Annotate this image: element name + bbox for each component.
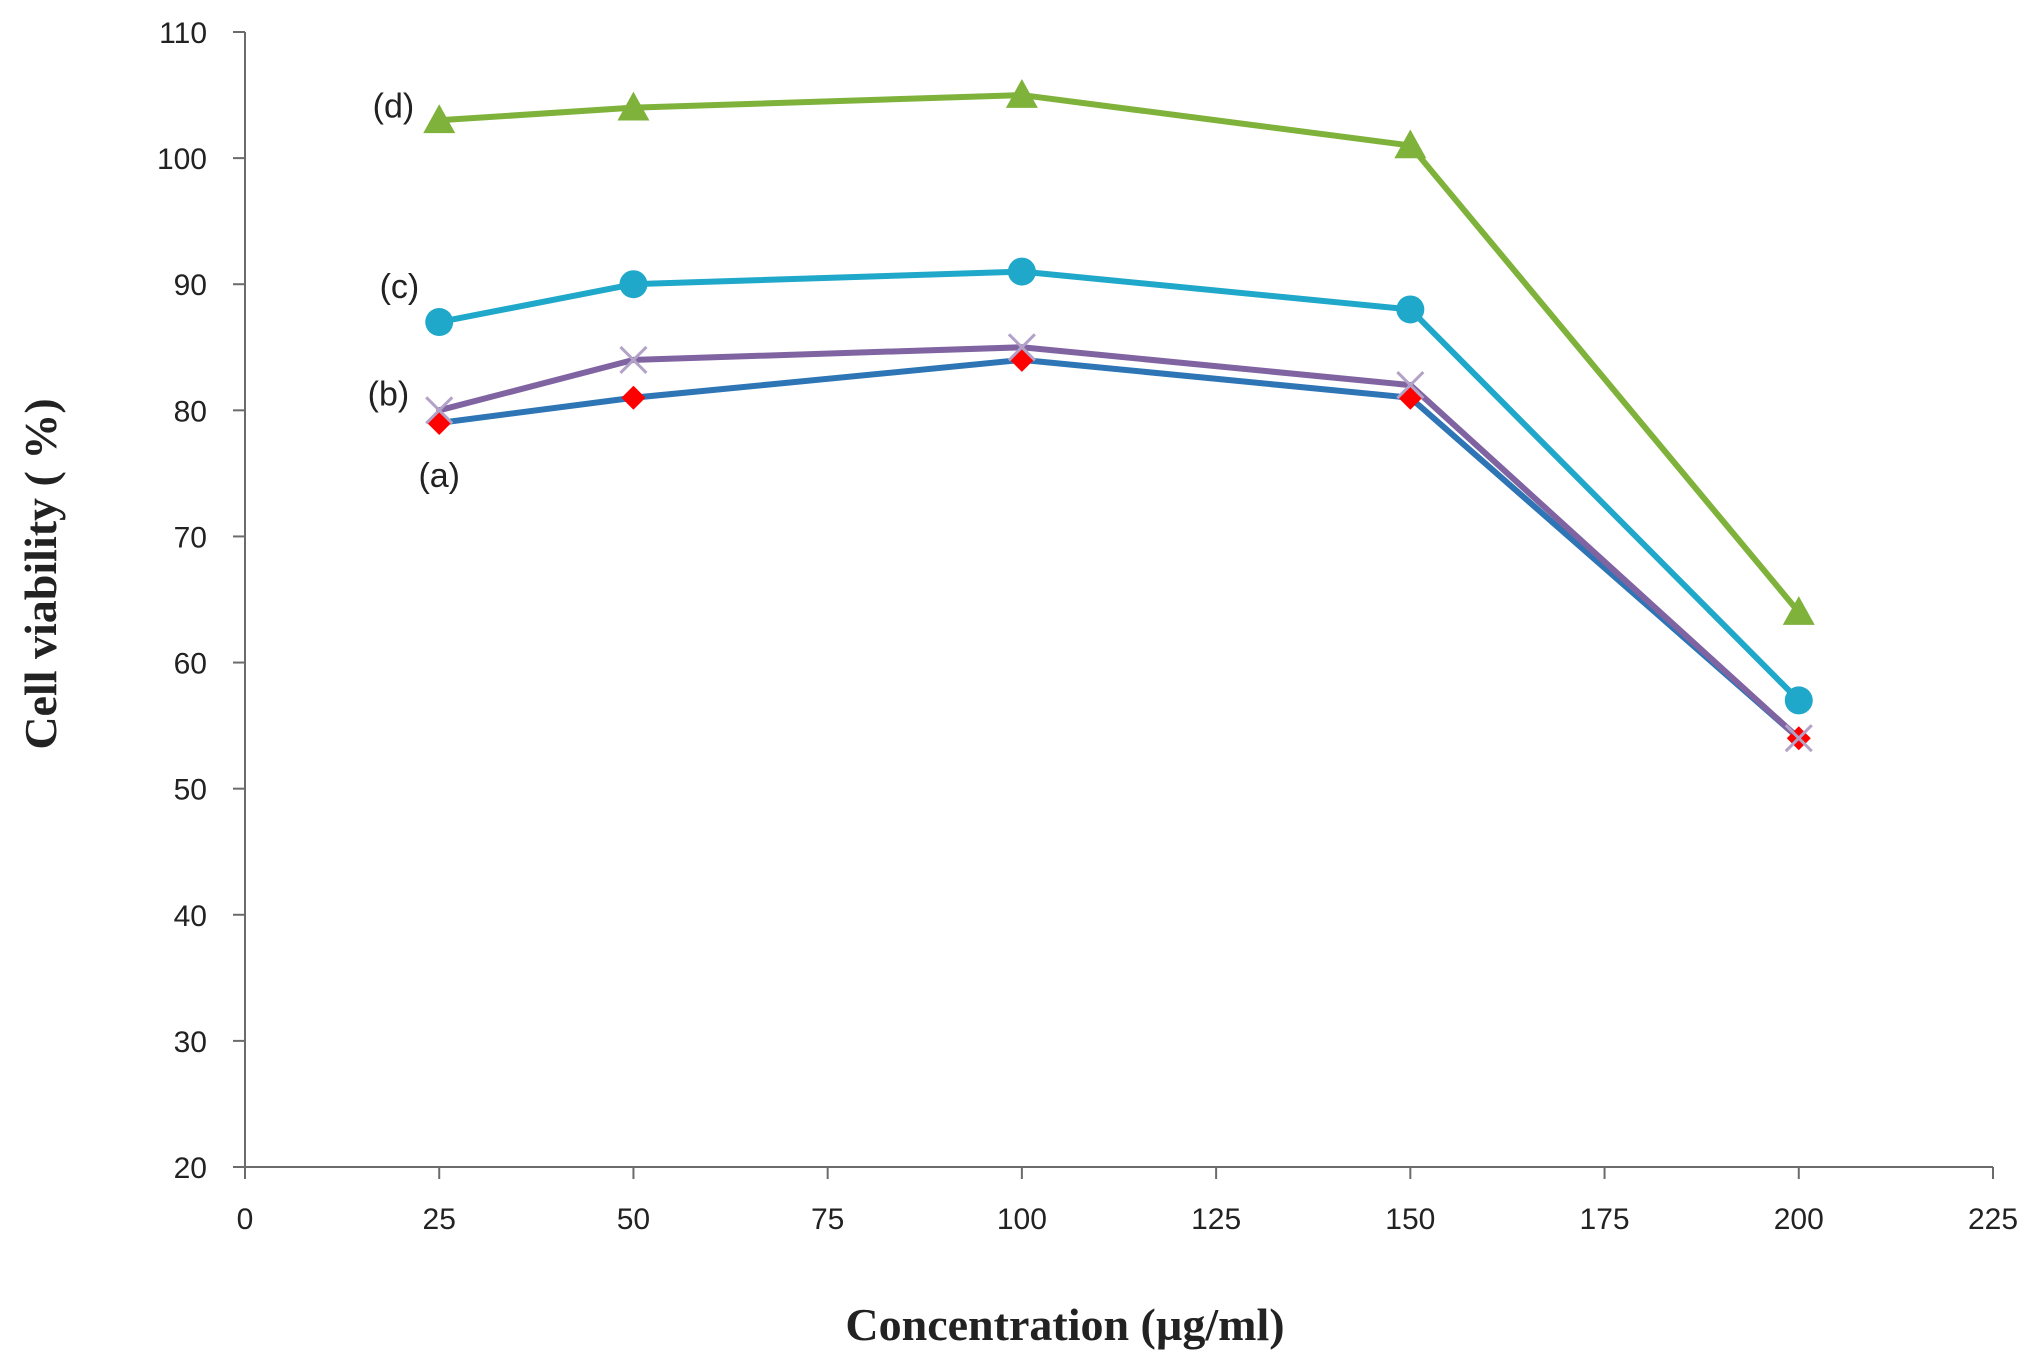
- series-label-4: (d): [373, 87, 415, 125]
- x-tick-label: 0: [237, 1203, 254, 1236]
- data-point-2: [425, 396, 454, 425]
- data-point-2: [619, 345, 648, 374]
- series-label-1: (a): [418, 457, 460, 495]
- data-point-3: [425, 308, 454, 337]
- data-point-3: [1396, 295, 1425, 324]
- data-point-4: [1005, 79, 1038, 108]
- series-layer: [423, 79, 1815, 753]
- y-tick-label: 60: [174, 648, 207, 681]
- y-tick-label: 30: [174, 1026, 207, 1059]
- x-tick-label: 150: [1385, 1203, 1435, 1236]
- data-point-1: [621, 385, 646, 410]
- x-tick-label: 25: [423, 1203, 456, 1236]
- x-tick-label: 175: [1580, 1203, 1630, 1236]
- data-point-3: [619, 270, 648, 299]
- y-tick-label: 40: [174, 900, 207, 933]
- x-tick-label: 225: [1968, 1203, 2018, 1236]
- labels-layer: (a) (b) (c) (d): [368, 87, 460, 495]
- x-tick-label: 75: [811, 1203, 844, 1236]
- y-tick-label: 70: [174, 521, 207, 554]
- y-tick-label: 90: [174, 269, 207, 302]
- data-point-4: [423, 104, 456, 134]
- y-tick-label: 100: [157, 143, 207, 176]
- y-tick-label: 80: [174, 395, 207, 428]
- x-tick-label: 100: [997, 1203, 1047, 1236]
- x-marker-stroke: [425, 396, 454, 425]
- data-point-2: [1007, 333, 1036, 362]
- series-label-2: (b): [368, 375, 410, 413]
- data-point-4: [1394, 129, 1427, 159]
- data-point-4: [617, 91, 650, 121]
- data-point-2: [1784, 724, 1813, 753]
- x-marker-stroke: [1396, 371, 1425, 400]
- y-tick-label: 20: [174, 1152, 207, 1185]
- axes: 0 25 50 75 100 125 150 175 200 225 20 30 40 50 60 70 80 9…: [157, 17, 2018, 1236]
- x-marker-stroke: [1007, 333, 1036, 362]
- x-tick-label: 200: [1774, 1203, 1824, 1236]
- x-tick-label: 50: [617, 1203, 650, 1236]
- data-point-4: [1782, 596, 1815, 625]
- y-tick-label: 110: [159, 17, 207, 50]
- y-tick-label: 50: [174, 774, 207, 807]
- data-point-2: [1396, 371, 1425, 400]
- x-marker-stroke: [619, 345, 648, 374]
- data-point-3: [1784, 686, 1813, 715]
- x-marker-stroke: [1784, 724, 1813, 753]
- y-axis-title: Cell viability ( %): [15, 398, 66, 749]
- series-label-3: (c): [380, 268, 420, 306]
- x-axis-title: Concentration (µg/ml): [845, 1299, 1284, 1350]
- data-point-3: [1007, 257, 1036, 286]
- x-tick-label: 125: [1191, 1203, 1241, 1236]
